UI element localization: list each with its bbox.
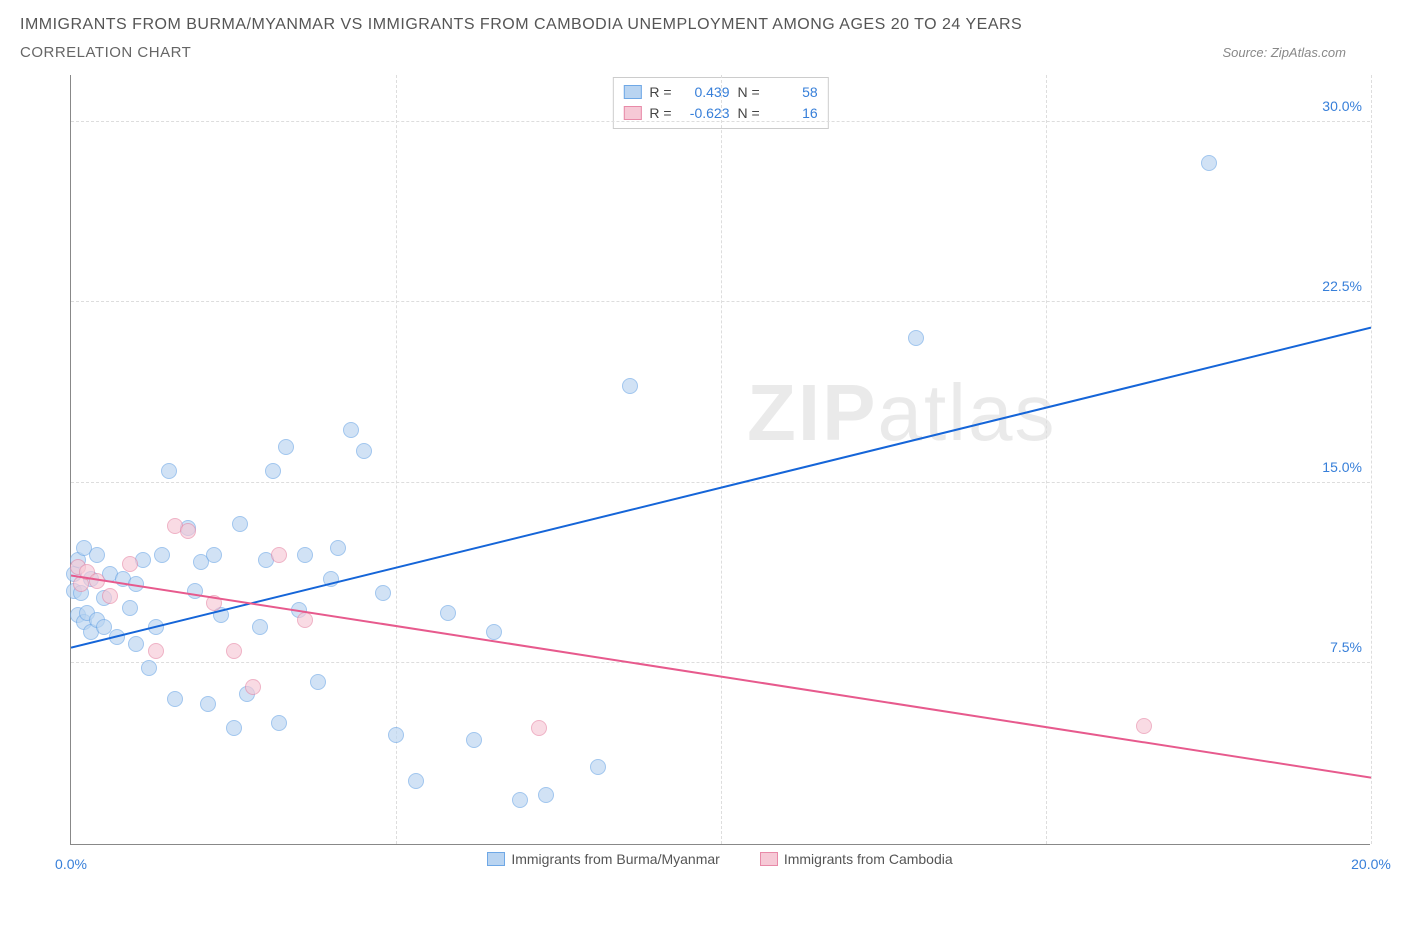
data-point-pink — [148, 643, 164, 659]
data-point-pink — [226, 643, 242, 659]
data-point-blue — [330, 540, 346, 556]
data-point-blue — [161, 463, 177, 479]
watermark-bold: ZIP — [747, 368, 877, 457]
data-point-blue — [486, 624, 502, 640]
data-point-blue — [109, 629, 125, 645]
r-value-blue: 0.439 — [680, 82, 730, 103]
data-point-blue — [343, 422, 359, 438]
y-tick-label: 22.5% — [1322, 278, 1362, 294]
legend-swatch-pink — [760, 852, 778, 866]
legend-swatch-blue — [487, 852, 505, 866]
source-prefix: Source: — [1222, 45, 1270, 60]
data-point-blue — [323, 571, 339, 587]
data-point-pink — [89, 573, 105, 589]
data-point-blue — [128, 576, 144, 592]
data-point-pink — [1136, 718, 1152, 734]
data-point-pink — [297, 612, 313, 628]
data-point-blue — [167, 691, 183, 707]
data-point-blue — [440, 605, 456, 621]
data-point-blue — [1201, 155, 1217, 171]
data-point-blue — [148, 619, 164, 635]
n-label: N = — [738, 82, 760, 103]
chart-subtitle: CORRELATION CHART — [20, 44, 191, 61]
data-point-blue — [590, 759, 606, 775]
data-point-pink — [102, 588, 118, 604]
data-point-blue — [512, 792, 528, 808]
data-point-blue — [122, 600, 138, 616]
y-tick-label: 15.0% — [1322, 459, 1362, 475]
data-point-blue — [388, 727, 404, 743]
data-point-pink — [245, 679, 261, 695]
y-tick-label: 30.0% — [1322, 98, 1362, 114]
r-label: R = — [649, 82, 671, 103]
grid-line-v — [1371, 75, 1372, 844]
source-name: ZipAtlas.com — [1271, 45, 1346, 60]
n-value-blue: 58 — [768, 82, 818, 103]
legend-label-pink: Immigrants from Cambodia — [784, 851, 953, 867]
data-point-pink — [180, 523, 196, 539]
data-point-blue — [356, 443, 372, 459]
data-point-blue — [622, 378, 638, 394]
data-point-pink — [531, 720, 547, 736]
data-point-pink — [271, 547, 287, 563]
chart-title: IMMIGRANTS FROM BURMA/MYANMAR VS IMMIGRA… — [20, 12, 1386, 38]
grid-line-v — [1046, 75, 1047, 844]
source-attribution: Source: ZipAtlas.com — [1222, 45, 1386, 60]
scatter-plot: ZIPatlas R = 0.439 N = 58 R = -0.623 N =… — [70, 75, 1370, 845]
data-point-blue — [226, 720, 242, 736]
legend-label-blue: Immigrants from Burma/Myanmar — [511, 851, 719, 867]
data-point-pink — [206, 595, 222, 611]
data-point-blue — [187, 583, 203, 599]
data-point-blue — [128, 636, 144, 652]
data-point-blue — [232, 516, 248, 532]
grid-line-v — [721, 75, 722, 844]
data-point-blue — [89, 547, 105, 563]
legend-item-pink: Immigrants from Cambodia — [760, 851, 953, 867]
bottom-legend: Immigrants from Burma/Myanmar Immigrants… — [70, 851, 1370, 867]
data-point-blue — [141, 660, 157, 676]
data-point-blue — [908, 330, 924, 346]
data-point-blue — [408, 773, 424, 789]
data-point-blue — [375, 585, 391, 601]
data-point-blue — [200, 696, 216, 712]
data-point-blue — [265, 463, 281, 479]
data-point-blue — [466, 732, 482, 748]
watermark: ZIPatlas — [747, 367, 1056, 459]
y-tick-label: 7.5% — [1330, 639, 1362, 655]
data-point-blue — [252, 619, 268, 635]
swatch-blue — [623, 85, 641, 99]
data-point-blue — [278, 439, 294, 455]
swatch-pink — [623, 106, 641, 120]
data-point-blue — [310, 674, 326, 690]
data-point-blue — [538, 787, 554, 803]
data-point-blue — [154, 547, 170, 563]
data-point-blue — [271, 715, 287, 731]
data-point-blue — [206, 547, 222, 563]
data-point-pink — [122, 556, 138, 572]
subtitle-row: CORRELATION CHART Source: ZipAtlas.com — [20, 44, 1386, 61]
legend-item-blue: Immigrants from Burma/Myanmar — [487, 851, 719, 867]
watermark-light: atlas — [877, 368, 1056, 457]
chart-header: IMMIGRANTS FROM BURMA/MYANMAR VS IMMIGRA… — [0, 0, 1406, 65]
data-point-blue — [297, 547, 313, 563]
